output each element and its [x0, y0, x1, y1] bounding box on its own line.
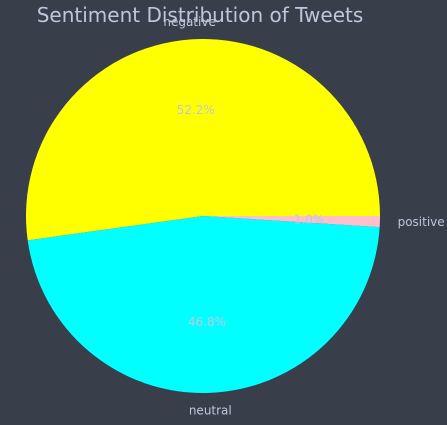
pie-slice-positive — [203, 216, 380, 228]
category-label-positive: positive — [398, 215, 445, 229]
category-label-neutral: neutral — [189, 404, 232, 418]
percent-label-positive: 1.0% — [294, 212, 325, 226]
pie-slice-neutral — [27, 216, 380, 393]
pie-slices — [25, 38, 381, 393]
percent-labels: 52.2% 46.8% 1.0% — [177, 103, 325, 329]
percent-label-negative: 52.2% — [177, 103, 215, 117]
category-label-negative: negative — [163, 15, 215, 29]
pie-slice-negative — [25, 38, 381, 241]
percent-label-neutral: 46.8% — [188, 315, 226, 329]
category-labels: negative neutral positive — [163, 15, 444, 418]
chart-title: Sentiment Distribution of Tweets — [37, 3, 364, 27]
